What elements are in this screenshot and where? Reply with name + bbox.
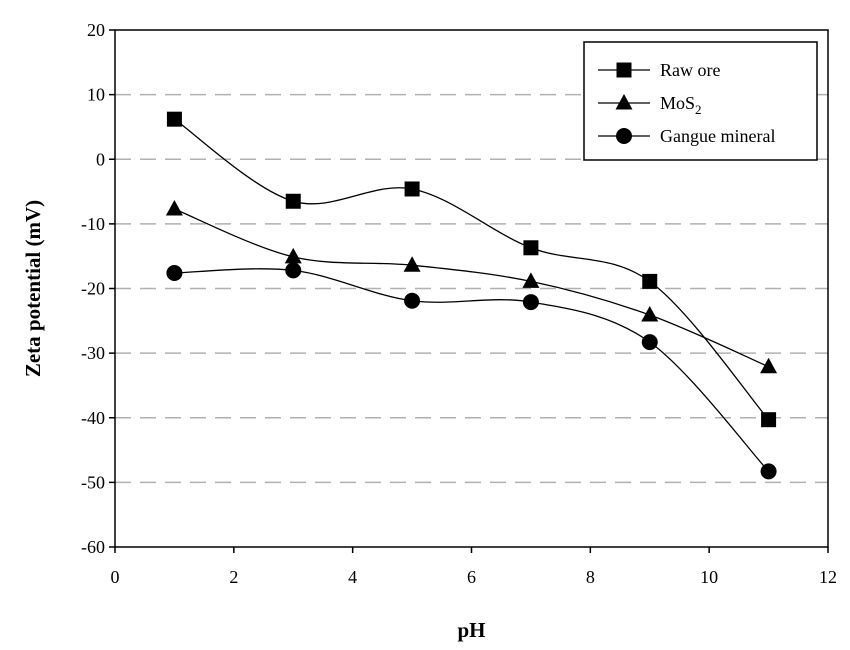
data-point <box>166 264 183 281</box>
data-point <box>642 273 658 289</box>
legend-marker <box>616 128 632 144</box>
data-point <box>284 247 302 264</box>
y-tick-label: -30 <box>81 343 105 363</box>
data-point <box>404 181 420 197</box>
legend-label-subscript: 2 <box>695 102 702 117</box>
legend-marker <box>616 62 632 78</box>
data-point <box>285 193 301 209</box>
axis-ticks: -60 -50 -40 -30 -20 -10 0 10 20 0 2 4 6 8 10 12 <box>81 20 837 587</box>
series-gangue-mineral <box>166 262 777 480</box>
x-tick-label: 6 <box>467 567 476 587</box>
data-point <box>522 272 540 288</box>
data-point <box>760 463 777 480</box>
y-tick-label: -60 <box>81 537 105 557</box>
data-point <box>760 357 778 374</box>
data-point <box>523 240 539 256</box>
y-tick-label: -50 <box>81 472 105 492</box>
data-point <box>641 305 659 322</box>
y-tick-label: -20 <box>81 279 105 299</box>
series-line <box>174 268 770 472</box>
legend-item: Gangue mineral <box>598 126 775 146</box>
data-point <box>166 111 182 127</box>
series-group <box>165 111 778 480</box>
x-tick-label: 10 <box>700 567 718 587</box>
series-line <box>174 118 770 421</box>
data-point <box>761 412 777 428</box>
data-point <box>404 292 421 309</box>
x-axis-title: pH <box>457 618 485 642</box>
data-point <box>285 262 302 279</box>
data-point <box>522 294 539 311</box>
y-tick-label: -40 <box>81 408 105 428</box>
data-point <box>165 200 183 216</box>
series-raw-ore <box>166 111 777 428</box>
y-tick-label: -10 <box>81 214 105 234</box>
x-tick-label: 2 <box>229 567 238 587</box>
x-tick-label: 4 <box>348 567 357 587</box>
series-mos2 <box>165 200 778 374</box>
x-tick-label: 0 <box>111 567 120 587</box>
legend-item: Raw ore <box>598 60 720 80</box>
legend-marker <box>615 94 633 110</box>
gridlines <box>115 93 828 484</box>
legend-label: Raw ore <box>660 60 720 80</box>
series-line <box>174 208 769 368</box>
x-tick-label: 12 <box>819 567 837 587</box>
data-point <box>403 256 421 272</box>
legend-label: Gangue mineral <box>660 126 775 146</box>
y-axis-title: Zeta potential (mV) <box>21 200 45 377</box>
y-tick-label: 0 <box>96 149 105 169</box>
data-point <box>641 334 658 351</box>
y-tick-label: 10 <box>87 85 105 105</box>
y-tick-label: 20 <box>87 20 105 40</box>
x-tick-label: 8 <box>586 567 595 587</box>
